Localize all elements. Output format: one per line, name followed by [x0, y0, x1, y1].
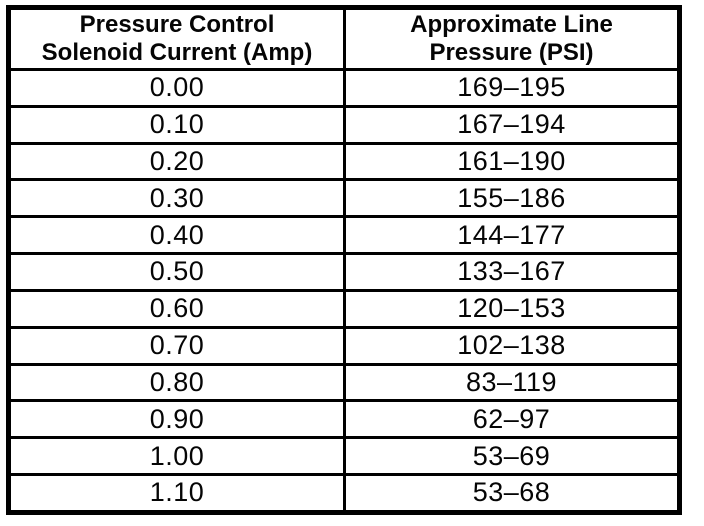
- header-line-1: Pressure Control: [79, 11, 275, 38]
- cell-line-pressure: 120–153: [343, 288, 681, 329]
- cell-line-pressure: 169–195: [343, 68, 681, 108]
- cell-solenoid-current: 0.80: [7, 362, 346, 403]
- cell-solenoid-current: 0.50: [7, 252, 346, 292]
- table-row: 1.00 53–69: [7, 436, 681, 476]
- table-row: 0.70 102–138: [7, 325, 681, 366]
- header-row: Pressure Control Solenoid Current (Amp) …: [7, 6, 681, 71]
- cell-line-pressure: 62–97: [343, 399, 681, 440]
- cell-line-pressure: 161–190: [343, 141, 681, 182]
- header-line-2: Solenoid Current (Amp): [41, 39, 313, 66]
- table-row: 0.10 167–194: [7, 104, 681, 145]
- cell-solenoid-current: 0.30: [7, 178, 346, 219]
- cell-line-pressure: 102–138: [343, 325, 681, 366]
- cell-line-pressure: 133–167: [343, 252, 681, 292]
- table-row: 0.20 161–190: [7, 141, 681, 182]
- column-header-solenoid-current: Pressure Control Solenoid Current (Amp): [7, 6, 346, 71]
- table-row: 0.60 120–153: [7, 288, 681, 329]
- header-line-1: Approximate Line: [410, 11, 613, 38]
- table-row: 0.30 155–186: [7, 178, 681, 219]
- cell-solenoid-current: 1.10: [7, 472, 346, 515]
- column-header-line-pressure: Approximate Line Pressure (PSI): [343, 6, 681, 71]
- cell-solenoid-current: 0.40: [7, 215, 346, 256]
- table-row: 0.00 169–195: [7, 68, 681, 108]
- cell-solenoid-current: 0.90: [7, 399, 346, 440]
- cell-solenoid-current: 0.60: [7, 288, 346, 329]
- cell-line-pressure: 53–69: [343, 436, 681, 476]
- table-row: 0.40 144–177: [7, 215, 681, 256]
- cell-line-pressure: 83–119: [343, 362, 681, 403]
- pressure-table: Pressure Control Solenoid Current (Amp) …: [6, 5, 682, 515]
- cell-solenoid-current: 0.70: [7, 325, 346, 366]
- table-row: 1.10 53–68: [7, 472, 681, 515]
- cell-line-pressure: 144–177: [343, 215, 681, 256]
- cell-solenoid-current: 0.10: [7, 104, 346, 145]
- cell-solenoid-current: 1.00: [7, 436, 346, 476]
- cell-solenoid-current: 0.20: [7, 141, 346, 182]
- table-row: 0.80 83–119: [7, 362, 681, 403]
- cell-line-pressure: 167–194: [343, 104, 681, 145]
- cell-line-pressure: 53–68: [343, 472, 681, 515]
- header-line-2: Pressure (PSI): [429, 39, 594, 66]
- cell-solenoid-current: 0.00: [7, 68, 346, 108]
- table-row: 0.90 62–97: [7, 399, 681, 440]
- table-row: 0.50 133–167: [7, 252, 681, 292]
- cell-line-pressure: 155–186: [343, 178, 681, 219]
